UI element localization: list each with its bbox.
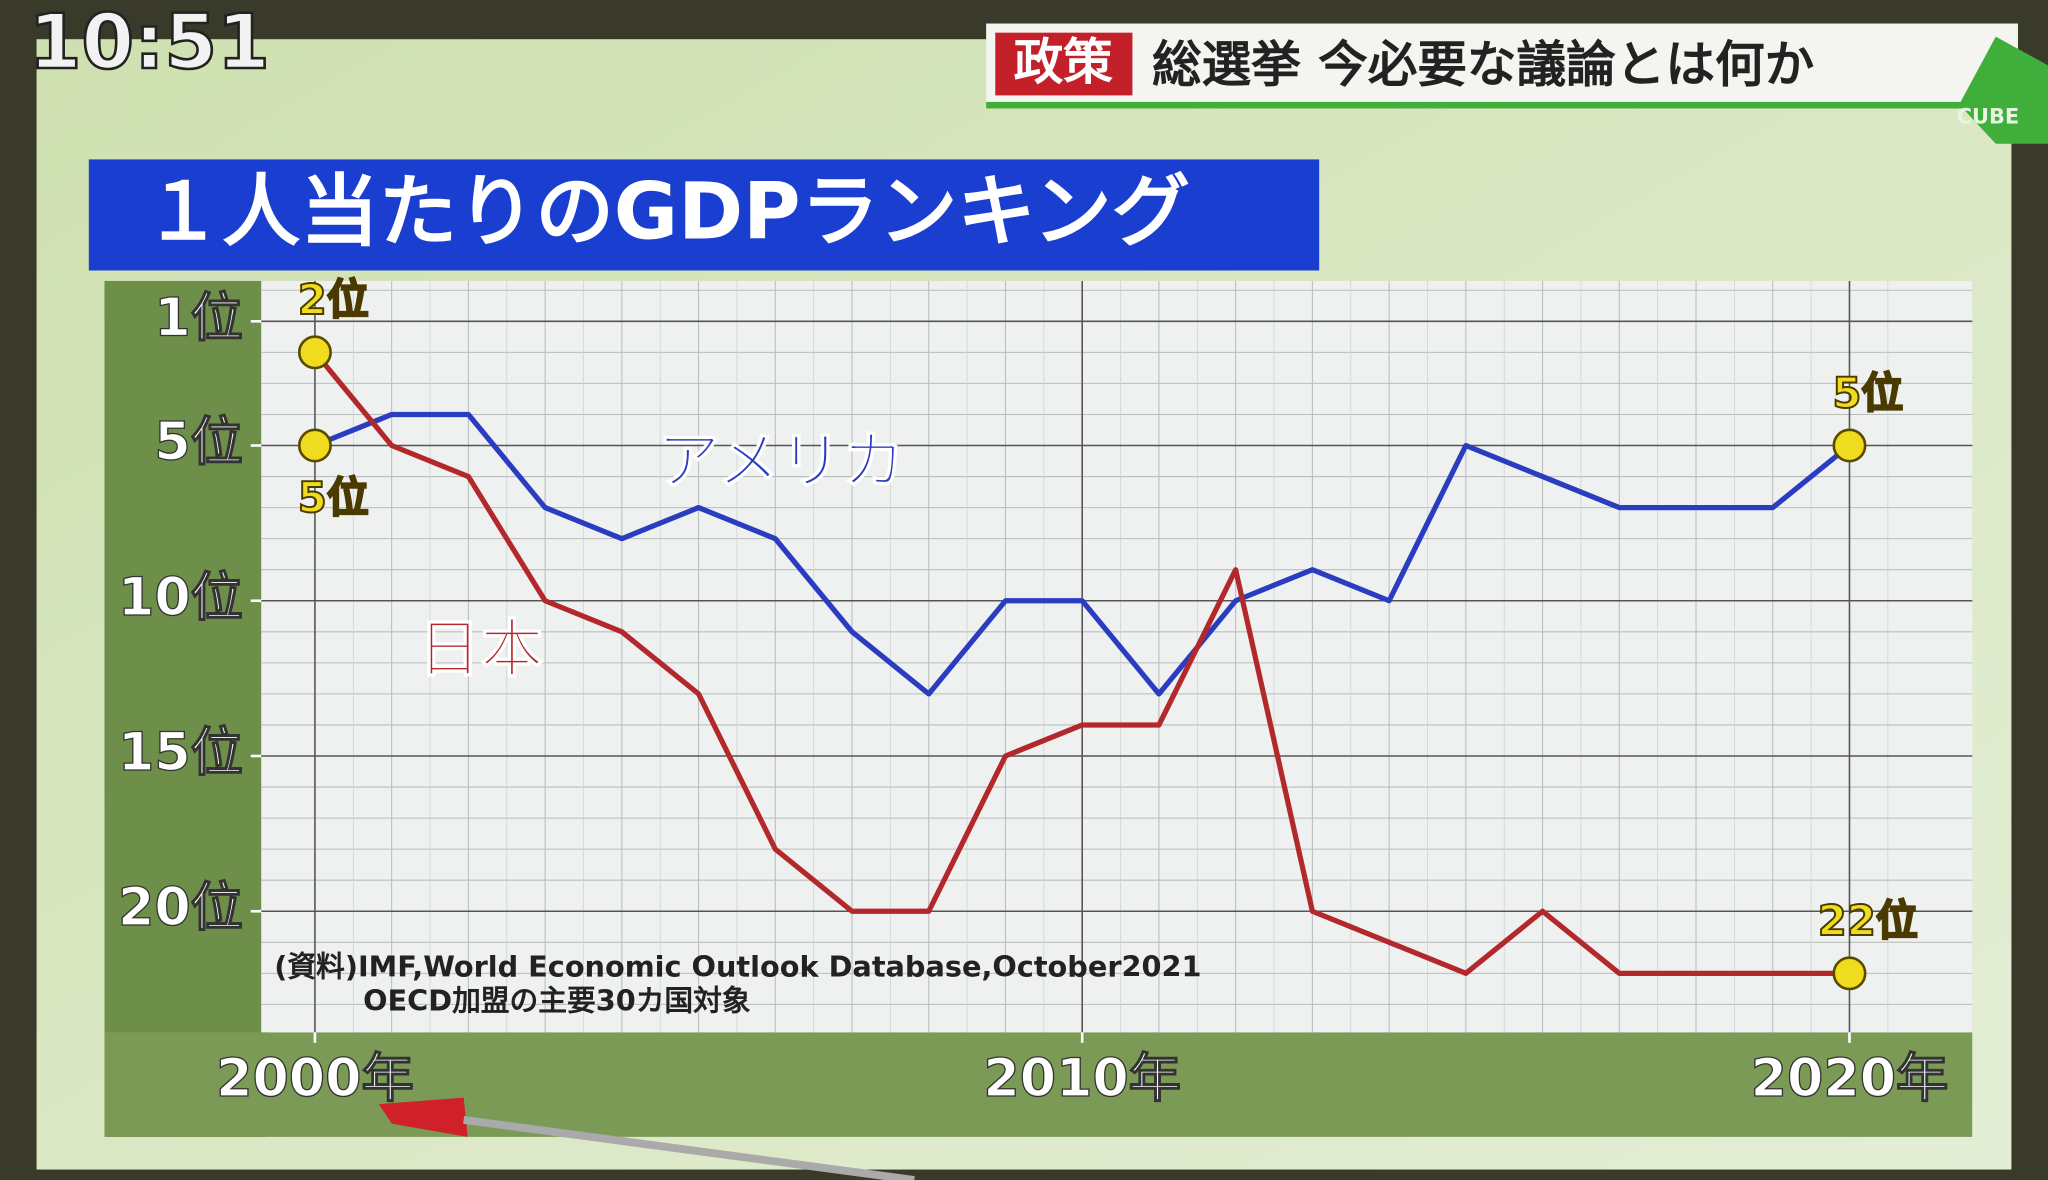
banner-tag: 政策 (1014, 33, 1114, 91)
banner-headline: 総選挙 今必要な議論とは何か (1152, 35, 1814, 93)
source-line: (資料)IMF,World Economic Outlook Database,… (274, 949, 1201, 983)
point-marker (1832, 956, 1867, 991)
banner-stripe (986, 101, 2018, 109)
y-tick-label: 10位 (118, 568, 243, 628)
clock: 10:51 (29, 0, 270, 86)
pointer-tip (378, 1097, 468, 1137)
banner-bg (986, 23, 2018, 108)
series-line (312, 350, 1850, 976)
chart-title: １人当たりのGDPランキング (144, 166, 1190, 257)
data-label: 5位 (1832, 368, 1903, 417)
logo-shape (1959, 36, 2048, 144)
plot-area (261, 280, 1973, 1033)
logo: CUBE (1957, 105, 2019, 129)
x-tick-label: 2020年 (1751, 1049, 1949, 1109)
x-tick-label: 2000年 (216, 1049, 414, 1109)
banner-tag-bg (995, 32, 1133, 96)
y-band (104, 280, 268, 1137)
data-label: 5位 (298, 473, 369, 522)
y-tick-label: 5位 (154, 413, 243, 473)
title-bg (88, 159, 1320, 271)
series-label: 日本 (418, 612, 544, 685)
series-line (313, 411, 1852, 697)
grid: 1位 5位 10位 15位 20位 2000年 2010年 2020年 (117, 280, 1973, 1110)
source-line: OECD加盟の主要30カ国対象 (363, 983, 751, 1017)
y-tick-label: 1位 (154, 288, 243, 348)
y-tick-label: 20位 (118, 878, 243, 938)
y-tick-label: 15位 (118, 723, 243, 783)
series-label: アメリカ (657, 424, 905, 497)
data-label: 2位 (298, 275, 369, 324)
point-marker (297, 428, 332, 463)
point-marker (1832, 428, 1867, 463)
point-marker (297, 335, 332, 370)
marks: 5位 5位 2位 22位 (297, 274, 1919, 991)
pointer (463, 1116, 915, 1180)
data-label: 22位 (1818, 896, 1918, 945)
x-tick-label: 2010年 (983, 1049, 1181, 1109)
